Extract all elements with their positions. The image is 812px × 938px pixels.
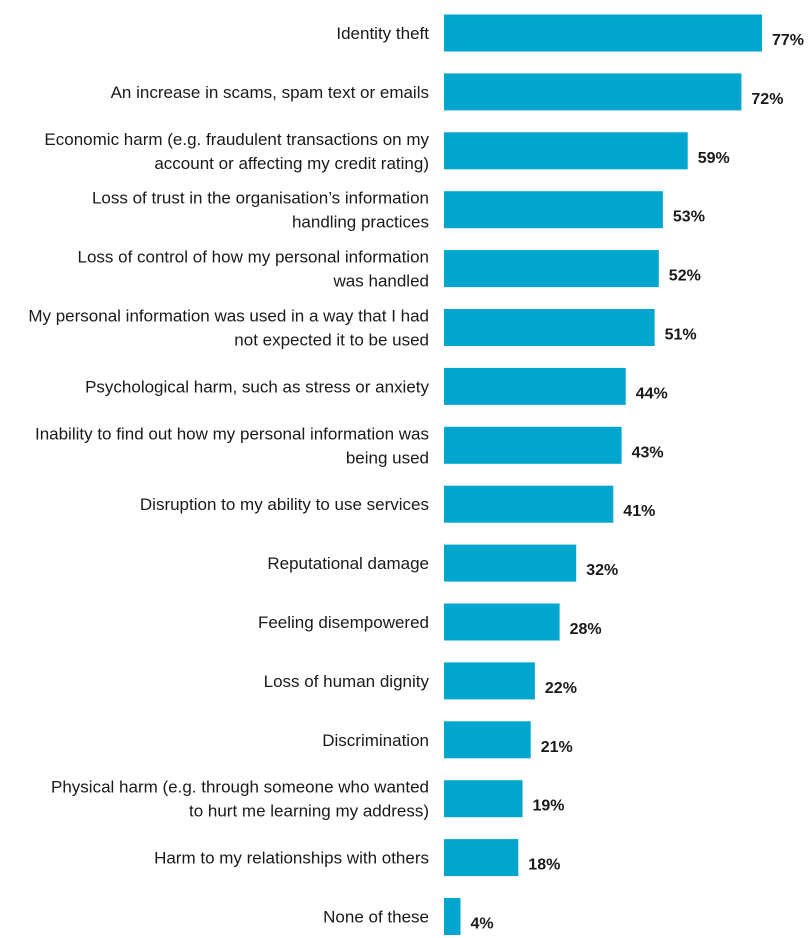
bar xyxy=(444,73,742,111)
category-label-line: Economic harm (e.g. fraudulent transacti… xyxy=(44,130,429,149)
bar xyxy=(444,780,523,818)
category-label-line: Loss of control of how my personal infor… xyxy=(77,248,429,267)
bar xyxy=(444,544,577,582)
category-label-line: was handled xyxy=(333,272,429,291)
value-label: 52% xyxy=(669,268,701,285)
category-label-line: My personal information was used in a wa… xyxy=(28,307,429,326)
bar xyxy=(444,367,626,405)
bar xyxy=(444,14,762,52)
value-label: 72% xyxy=(751,91,783,108)
category-label: Disruption to my ability to use services xyxy=(140,495,429,514)
category-label: None of these xyxy=(323,908,429,927)
category-label: Feeling disempowered xyxy=(258,613,429,632)
value-label: 43% xyxy=(632,444,664,461)
category-label: Physical harm (e.g. through someone who … xyxy=(51,778,429,821)
bar xyxy=(444,132,688,170)
category-label-line: to hurt me learning my address) xyxy=(189,802,429,821)
category-labels-layer: Identity theft An increase in scams, spam… xyxy=(28,24,429,927)
category-label: Discrimination xyxy=(322,731,429,750)
value-label: 22% xyxy=(545,680,577,697)
value-label: 77% xyxy=(772,32,804,49)
category-label-line: Inability to find out how my personal in… xyxy=(35,424,429,443)
bar xyxy=(444,485,614,523)
value-label: 28% xyxy=(570,621,602,638)
value-label: 41% xyxy=(623,503,655,520)
category-label: Loss of human dignity xyxy=(264,672,430,691)
bar xyxy=(444,603,560,641)
value-label: 53% xyxy=(673,209,705,226)
value-label: 21% xyxy=(541,739,573,756)
value-label: 32% xyxy=(586,562,618,579)
category-label: An increase in scams, spam text or email… xyxy=(111,83,429,102)
category-label: Psychological harm, such as stress or an… xyxy=(85,377,429,396)
category-label: Loss of control of how my personal infor… xyxy=(77,248,429,291)
category-label: Economic harm (e.g. fraudulent transacti… xyxy=(44,130,429,173)
value-label: 19% xyxy=(533,798,565,815)
category-label-line: being used xyxy=(346,448,429,467)
bar xyxy=(444,662,535,700)
category-label-line: Loss of trust in the organisation’s info… xyxy=(92,189,429,208)
bar xyxy=(444,191,663,229)
category-label: My personal information was used in a wa… xyxy=(28,307,429,350)
category-label: Harm to my relationships with others xyxy=(154,849,429,868)
bar xyxy=(444,898,461,935)
category-label: Reputational damage xyxy=(267,554,429,573)
value-labels-layer: 77% 72% 59% 53% 52% 51% 44% 43% 41% 32% 28% 22% 21% 1… xyxy=(471,32,805,933)
category-label-line: not expected it to be used xyxy=(234,331,429,350)
category-label: Loss of trust in the organisation’s info… xyxy=(92,189,429,232)
value-label: 59% xyxy=(698,150,730,167)
bar xyxy=(444,426,622,464)
value-label: 18% xyxy=(528,857,560,874)
category-label: Identity theft xyxy=(336,24,429,43)
bar xyxy=(444,721,531,759)
category-label-line: Physical harm (e.g. through someone who … xyxy=(51,778,429,797)
bar xyxy=(444,839,519,877)
category-label: Inability to find out how my personal in… xyxy=(35,424,429,467)
bars-layer xyxy=(444,14,762,935)
value-label: 51% xyxy=(665,327,697,344)
category-label-line: handling practices xyxy=(292,213,429,232)
bar xyxy=(444,309,655,346)
bar xyxy=(444,250,659,288)
value-label: 44% xyxy=(636,385,668,402)
value-label: 4% xyxy=(471,916,494,933)
category-label-line: account or affecting my credit rating) xyxy=(154,154,429,173)
